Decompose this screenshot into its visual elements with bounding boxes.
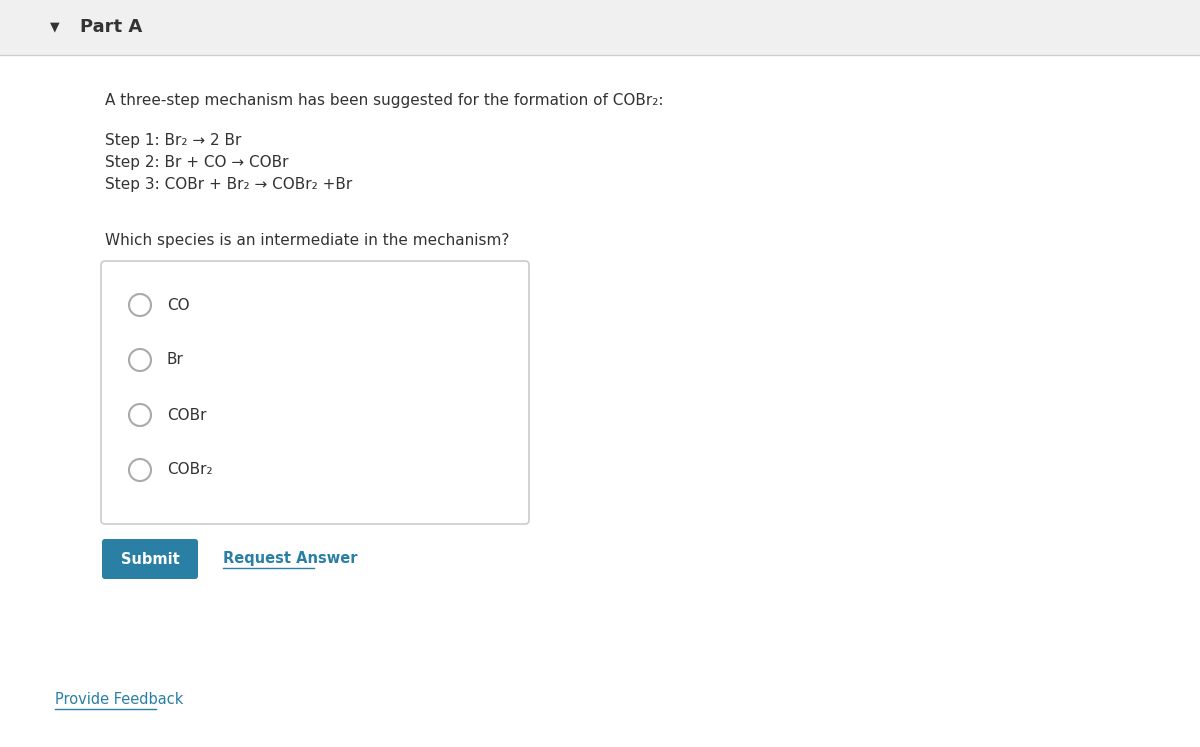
Text: Part A: Part A [80,18,143,36]
Text: ▼: ▼ [50,20,60,34]
Text: Step 2: Br + CO → COBr: Step 2: Br + CO → COBr [106,155,288,170]
Text: COBr: COBr [167,408,206,423]
Text: CO: CO [167,297,190,312]
Circle shape [130,459,151,481]
Circle shape [130,404,151,426]
Text: Step 1: Br₂ → 2 Br: Step 1: Br₂ → 2 Br [106,132,241,147]
Text: Provide Feedback: Provide Feedback [55,692,184,707]
Circle shape [130,294,151,316]
FancyBboxPatch shape [0,0,1200,55]
Text: Step 3: COBr + Br₂ → COBr₂ +Br: Step 3: COBr + Br₂ → COBr₂ +Br [106,176,353,191]
FancyBboxPatch shape [102,539,198,579]
Text: A three-step mechanism has been suggested for the formation of COBr₂:: A three-step mechanism has been suggeste… [106,93,664,108]
Text: Request Answer: Request Answer [223,551,358,566]
Text: COBr₂: COBr₂ [167,462,212,477]
FancyBboxPatch shape [101,261,529,524]
Circle shape [130,349,151,371]
Text: Which species is an intermediate in the mechanism?: Which species is an intermediate in the … [106,232,509,247]
Text: Submit: Submit [121,551,179,566]
Text: Br: Br [167,353,184,368]
